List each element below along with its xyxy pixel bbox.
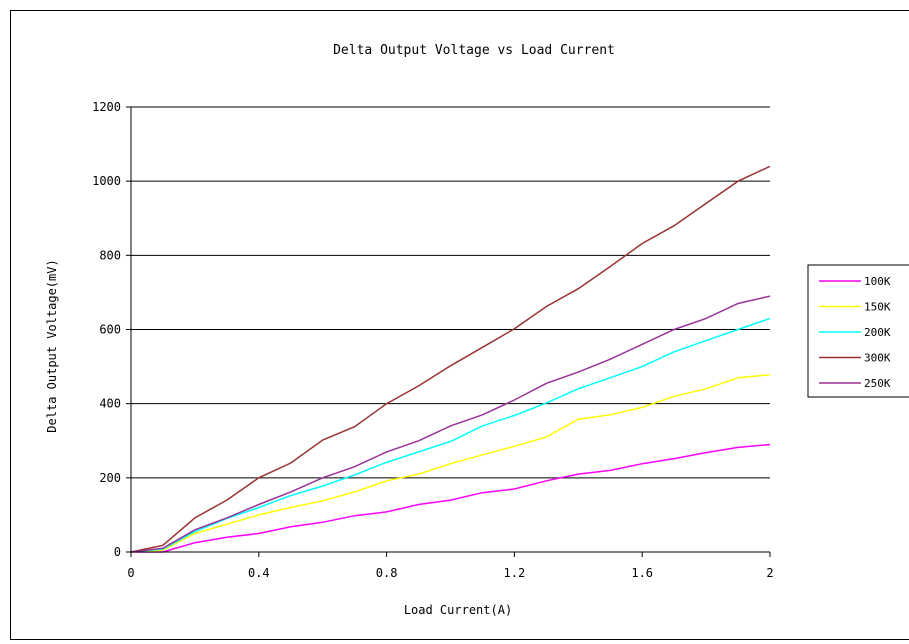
x-tick-labels: 0 0.4 0.8 1.2 1.6 2 [127, 566, 773, 580]
y-axis-label: Delta Output Voltage(mV) [45, 259, 59, 432]
x-tick-label: 2 [766, 566, 773, 580]
series-line-250K [130, 295, 771, 553]
series-line-200K [130, 317, 771, 553]
y-tick-label: 0 [114, 545, 121, 559]
x-tick-label: 0.8 [376, 566, 398, 580]
y-tick-label: 800 [99, 248, 121, 262]
series-line-100K [131, 443, 771, 553]
series-line-300K [130, 165, 771, 553]
series-line-150K [130, 373, 771, 553]
series-group [130, 165, 771, 553]
line-chart: Delta Output Voltage vs Load Current 020… [45, 43, 909, 617]
legend-label-300K: 300K [864, 352, 891, 365]
x-tick-label: 0.4 [248, 566, 270, 580]
y-tick-label: 200 [99, 471, 121, 485]
x-tick-label: 1.6 [631, 566, 653, 580]
x-tick-label: 0 [127, 566, 134, 580]
chart-title: Delta Output Voltage vs Load Current [333, 43, 615, 58]
legend-label-200K: 200K [864, 326, 891, 339]
y-tick-labels: 0 200 400 600 800 1000 1200 [92, 100, 121, 559]
legend-label-250K: 250K [864, 377, 891, 390]
y-tick-label: 600 [99, 323, 121, 337]
x-tick-label: 1.2 [504, 566, 526, 580]
y-tick-label: 1200 [92, 100, 121, 114]
legend-box [807, 264, 909, 398]
x-axis-label: Load Current(A) [404, 603, 512, 617]
chart-area: Delta Output Voltage vs Load Current 0 20… [10, 10, 909, 640]
y-tick-label: 1000 [92, 174, 121, 188]
y-tick-label: 400 [99, 397, 121, 411]
legend-label-100K: 100K [864, 275, 891, 288]
legend-label-150K: 150K [864, 301, 891, 314]
gridlines [131, 106, 770, 479]
legend: 100K 150K 200K 300K 250K [807, 264, 909, 398]
axes [126, 106, 771, 557]
